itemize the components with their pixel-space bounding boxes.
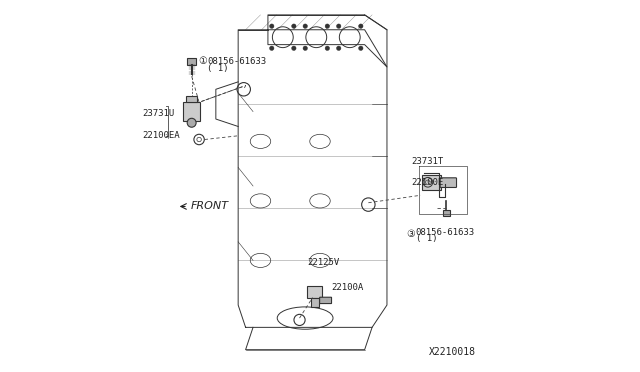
Circle shape (358, 46, 363, 51)
Circle shape (303, 24, 307, 28)
FancyBboxPatch shape (307, 286, 322, 298)
Text: 23731T: 23731T (411, 157, 444, 166)
FancyBboxPatch shape (440, 178, 456, 187)
Text: ③: ③ (407, 230, 415, 239)
FancyBboxPatch shape (310, 298, 319, 307)
Text: FRONT: FRONT (191, 202, 228, 211)
FancyBboxPatch shape (422, 175, 441, 190)
Text: ①: ① (198, 57, 207, 66)
FancyBboxPatch shape (184, 102, 200, 121)
Text: 08156-61633: 08156-61633 (415, 228, 475, 237)
Text: X2210018: X2210018 (429, 347, 476, 356)
Text: 22100EA: 22100EA (142, 131, 180, 140)
Circle shape (269, 24, 274, 28)
Text: 08156-61633: 08156-61633 (207, 57, 266, 66)
Circle shape (325, 24, 330, 28)
Text: 23731U: 23731U (142, 109, 175, 118)
Circle shape (292, 24, 296, 28)
Circle shape (292, 46, 296, 51)
FancyBboxPatch shape (187, 58, 196, 65)
Circle shape (325, 46, 330, 51)
Circle shape (269, 46, 274, 51)
Circle shape (358, 24, 363, 28)
FancyBboxPatch shape (443, 210, 450, 216)
Text: ( 1): ( 1) (207, 64, 228, 73)
Text: 22100E: 22100E (411, 178, 444, 187)
Circle shape (303, 46, 307, 51)
Circle shape (337, 46, 341, 51)
Circle shape (337, 24, 341, 28)
Text: 22100A: 22100A (331, 283, 364, 292)
Text: ( 1): ( 1) (415, 234, 437, 243)
FancyBboxPatch shape (319, 297, 332, 304)
FancyBboxPatch shape (186, 96, 197, 102)
Text: 22125V: 22125V (307, 258, 339, 267)
Circle shape (187, 118, 196, 127)
